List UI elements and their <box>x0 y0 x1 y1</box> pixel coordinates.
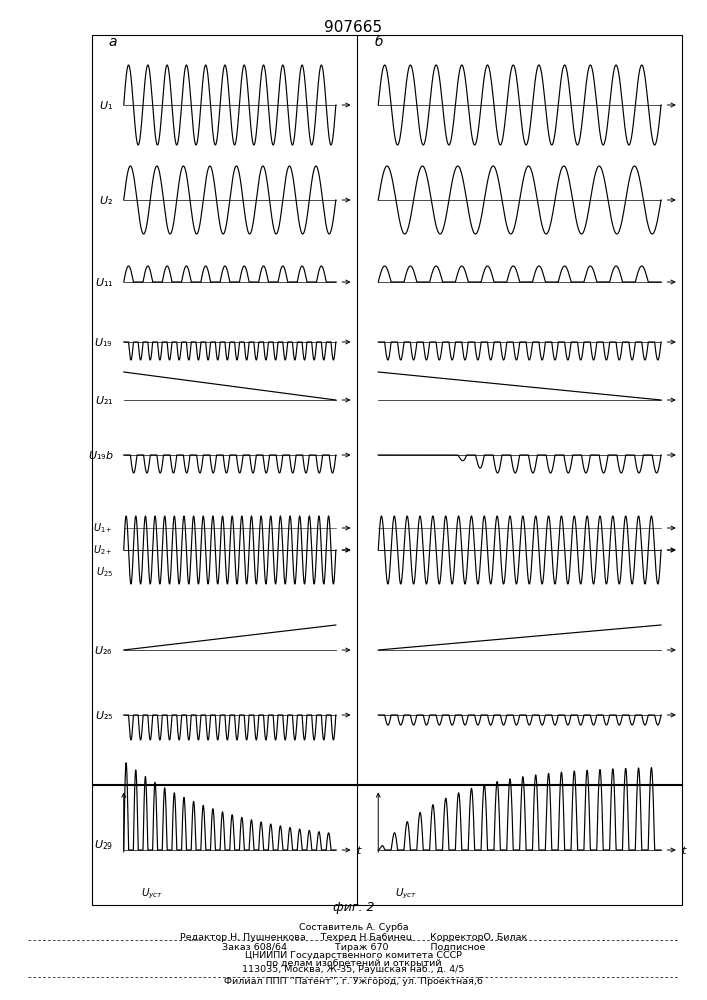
Text: Заказ 608/64                Тираж 670              Подписное: Заказ 608/64 Тираж 670 Подписное <box>222 944 485 952</box>
Text: $U₁₉b$: $U₁₉b$ <box>88 449 113 461</box>
Text: $U_{уст}$: $U_{уст}$ <box>141 887 163 901</box>
Text: $U₂$: $U₂$ <box>99 194 113 206</box>
Bar <box>92 35 682 785</box>
Text: $U₁$: $U₁$ <box>99 99 113 111</box>
Text: $U_{2+}$: $U_{2+}$ <box>93 543 113 557</box>
Text: $U₁₁$: $U₁₁$ <box>95 276 113 288</box>
Text: $t$: $t$ <box>681 844 687 856</box>
Text: $U₂₅$: $U₂₅$ <box>95 709 113 721</box>
Text: Редактор Н. Пушненкова     Техред Н.Бабинец      КорректорО. Билак: Редактор Н. Пушненкова Техред Н.Бабинец … <box>180 932 527 942</box>
Text: $U_{25}$: $U_{25}$ <box>96 565 113 579</box>
Text: б: б <box>375 35 383 49</box>
Text: 113035, Москва, Ж-35, Раушская наб., д. 4/5: 113035, Москва, Ж-35, Раушская наб., д. … <box>243 966 464 974</box>
Text: по делам изобретений и открытий: по делам изобретений и открытий <box>266 958 441 968</box>
Text: $U_{1+}$: $U_{1+}$ <box>93 521 113 535</box>
Text: Составитель А. Сурба: Составитель А. Сурба <box>298 922 409 932</box>
Text: фиг. 2: фиг. 2 <box>333 900 374 914</box>
Bar <box>92 784 682 905</box>
Text: $U_{уст}$: $U_{уст}$ <box>395 887 418 901</box>
Text: $U₂₆$: $U₂₆$ <box>95 644 113 656</box>
Text: ЦНИИПИ Государственного комитета СССР: ЦНИИПИ Государственного комитета СССР <box>245 952 462 960</box>
Text: $U_{29}$: $U_{29}$ <box>94 838 113 852</box>
Text: 907665: 907665 <box>325 20 382 35</box>
Text: $U₁₉$: $U₁₉$ <box>95 336 113 348</box>
Text: а: а <box>108 35 117 49</box>
Text: $t$: $t$ <box>356 844 362 856</box>
Text: Филиал ППП ''Патент'', г. Ужгород, ул. Проектная,6: Филиал ППП ''Патент'', г. Ужгород, ул. П… <box>224 978 483 986</box>
Text: $U₂₁$: $U₂₁$ <box>95 394 113 406</box>
